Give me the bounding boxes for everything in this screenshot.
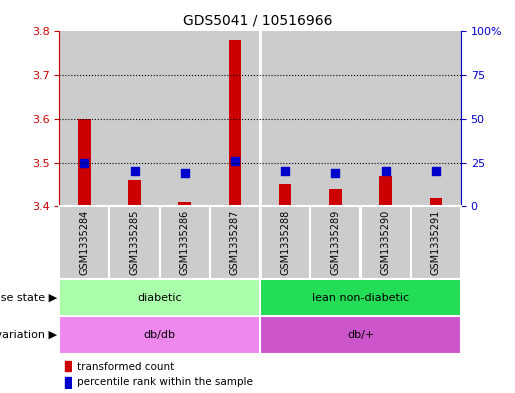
Text: GSM1335286: GSM1335286 [180,210,190,275]
Text: GSM1335287: GSM1335287 [230,210,240,275]
Text: db/db: db/db [144,330,176,340]
Bar [260,279,461,316]
Bar [360,31,410,206]
Bar [380,176,392,206]
Bar [279,184,291,206]
Bar [260,31,310,206]
Text: disease state ▶: disease state ▶ [0,293,57,303]
Point [231,158,239,164]
Bar [410,31,461,206]
Text: GSM1335284: GSM1335284 [79,210,89,275]
Bar [430,198,442,206]
Point [331,170,339,176]
Bar [310,206,360,279]
Bar [360,206,410,279]
Text: percentile rank within the sample: percentile rank within the sample [77,377,253,387]
Bar [59,279,260,316]
Bar [329,189,341,206]
Bar [65,361,71,371]
Point [281,168,289,174]
Text: GSM1335290: GSM1335290 [381,210,390,275]
Text: GDS5041 / 10516966: GDS5041 / 10516966 [183,14,332,28]
Bar [59,206,109,279]
Bar [229,40,241,206]
Text: diabetic: diabetic [138,293,182,303]
Bar [260,206,310,279]
Text: lean non-diabetic: lean non-diabetic [312,293,409,303]
Text: GSM1335289: GSM1335289 [331,210,340,275]
Bar [179,202,191,206]
Bar [65,377,71,387]
Point [432,168,440,174]
Text: GSM1335291: GSM1335291 [431,210,441,275]
Text: db/+: db/+ [347,330,374,340]
Point [382,168,390,174]
Bar [59,31,109,206]
Point [181,170,189,176]
Point [80,160,89,166]
Point [130,168,139,174]
Text: genotype/variation ▶: genotype/variation ▶ [0,330,57,340]
Bar [59,316,260,354]
Text: GSM1335285: GSM1335285 [130,210,140,275]
Bar [160,206,210,279]
Bar [210,31,260,206]
Bar [109,31,160,206]
Bar [410,206,461,279]
Bar [160,31,210,206]
Bar [210,206,260,279]
Bar [109,206,160,279]
Bar [260,316,461,354]
Bar [128,180,141,206]
Bar [310,31,360,206]
Bar [78,119,91,206]
Text: transformed count: transformed count [77,362,175,373]
Text: GSM1335288: GSM1335288 [280,210,290,275]
